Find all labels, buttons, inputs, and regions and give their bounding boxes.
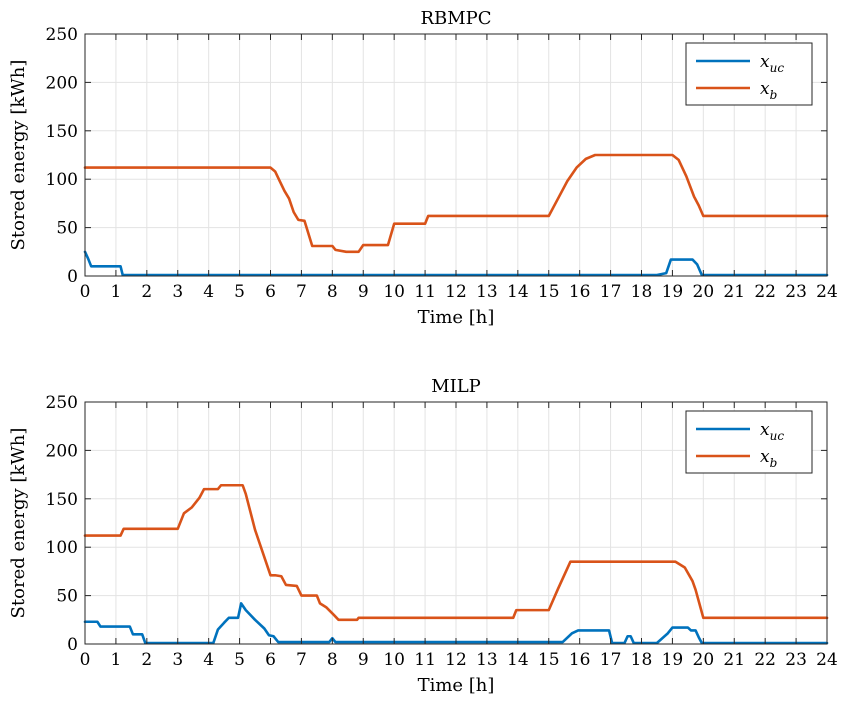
x-tick-label: 15 [538,650,560,670]
legend-label-x-uc: xuc [760,420,784,443]
x-tick-label: 22 [754,650,776,670]
y-tick-label: 50 [56,219,78,239]
y-tick-label: 100 [46,538,78,558]
chart-title: RBMPC [420,8,491,29]
y-tick-label: 150 [46,122,78,142]
x-axis-label: Time [h] [418,307,495,328]
y-axis-label: Stored energy [kWh] [8,428,29,619]
legend-label-x-uc: xuc [760,52,784,75]
x-tick-label: 21 [723,650,745,670]
x-tick-label: 16 [569,282,591,302]
series-lines [83,153,829,277]
x-tick-label: 15 [538,282,560,302]
x-tick-label: 2 [141,650,152,670]
x-tick-label: 11 [414,650,436,670]
x-tick-label: 23 [785,650,807,670]
x-axis-label: Time [h] [418,675,495,696]
x-tick-label: 16 [569,650,591,670]
x-tick-label: 9 [358,282,369,302]
x-tick-label: 20 [693,650,715,670]
y-axis-label: Stored energy [kWh] [8,60,29,251]
x-tick-label: 5 [234,650,245,670]
legend-box [685,42,813,106]
chart-title: MILP [431,376,481,397]
y-tick-label: 200 [46,73,78,93]
series-line-x-uc [83,602,829,645]
x-tick-label: 17 [600,282,622,302]
x-tick-label: 19 [662,282,684,302]
x-tick-label: 21 [723,282,745,302]
y-tick-label: 0 [67,635,78,655]
x-tick-label: 0 [80,282,91,302]
legend: xuc xb [685,42,813,106]
x-tick-label: 6 [265,650,276,670]
x-tick-label: 3 [172,282,183,302]
y-tick-label: 100 [46,170,78,190]
x-tick-label: 13 [476,282,498,302]
x-tick-label: 0 [80,650,91,670]
series-line-x-b [83,153,829,254]
x-tick-label: 10 [383,282,405,302]
x-tick-label: 18 [631,650,653,670]
x-tick-label: 23 [785,282,807,302]
x-tick-label: 4 [203,650,214,670]
x-tick-label: 7 [296,650,307,670]
x-tick-label: 20 [693,282,715,302]
x-tick-label: 6 [265,282,276,302]
x-tick-label: 12 [445,650,467,670]
x-tick-label: 4 [203,282,214,302]
series-line-x-b [83,483,829,622]
x-tick-label: 18 [631,282,653,302]
y-tick-label: 0 [67,267,78,287]
x-tick-label: 22 [754,282,776,302]
legend-label-x-b: xb [760,447,777,470]
y-tick-label: 250 [46,25,78,45]
x-tick-label: 3 [172,650,183,670]
x-tick-label: 14 [507,650,529,670]
x-tick-label: 24 [816,650,838,670]
x-tick-label: 5 [234,282,245,302]
ticks: 0 1 2 3 4 5 6 7 8 9 10 11 12 13 14 15 16 17 18 19 20 21 22 23 24… [46,393,838,670]
x-tick-label: 7 [296,282,307,302]
chart-panel-milp: 0 1 2 3 4 5 6 7 8 9 10 11 12 13 14 15 16 17 18 19 20 21 22 23 24… [8,376,838,696]
series-line-x-uc [83,250,829,277]
x-tick-label: 1 [111,650,122,670]
x-tick-label: 14 [507,282,529,302]
y-tick-label: 200 [46,441,78,461]
x-tick-label: 19 [662,650,684,670]
x-tick-label: 24 [816,282,838,302]
y-tick-label: 50 [56,587,78,607]
series-lines [83,483,829,645]
legend-label-x-b: xb [760,79,777,102]
x-tick-label: 8 [327,282,338,302]
x-tick-label: 12 [445,282,467,302]
ticks: 0 1 2 3 4 5 6 7 8 9 10 11 12 13 14 15 16 17 18 19 20 21 22 23 24… [46,25,838,302]
x-tick-label: 17 [600,650,622,670]
legend-box [685,410,813,474]
x-tick-label: 1 [111,282,122,302]
x-tick-label: 10 [383,650,405,670]
x-tick-label: 8 [327,650,338,670]
y-tick-label: 150 [46,490,78,510]
legend: xuc xb [685,410,813,474]
chart-panel-rbmpc: 0 1 2 3 4 5 6 7 8 9 10 11 12 13 14 15 16 17 18 19 20 21 22 23 24… [8,8,838,328]
x-tick-label: 11 [414,282,436,302]
x-tick-label: 9 [358,650,369,670]
x-tick-label: 13 [476,650,498,670]
x-tick-label: 2 [141,282,152,302]
y-tick-label: 250 [46,393,78,413]
